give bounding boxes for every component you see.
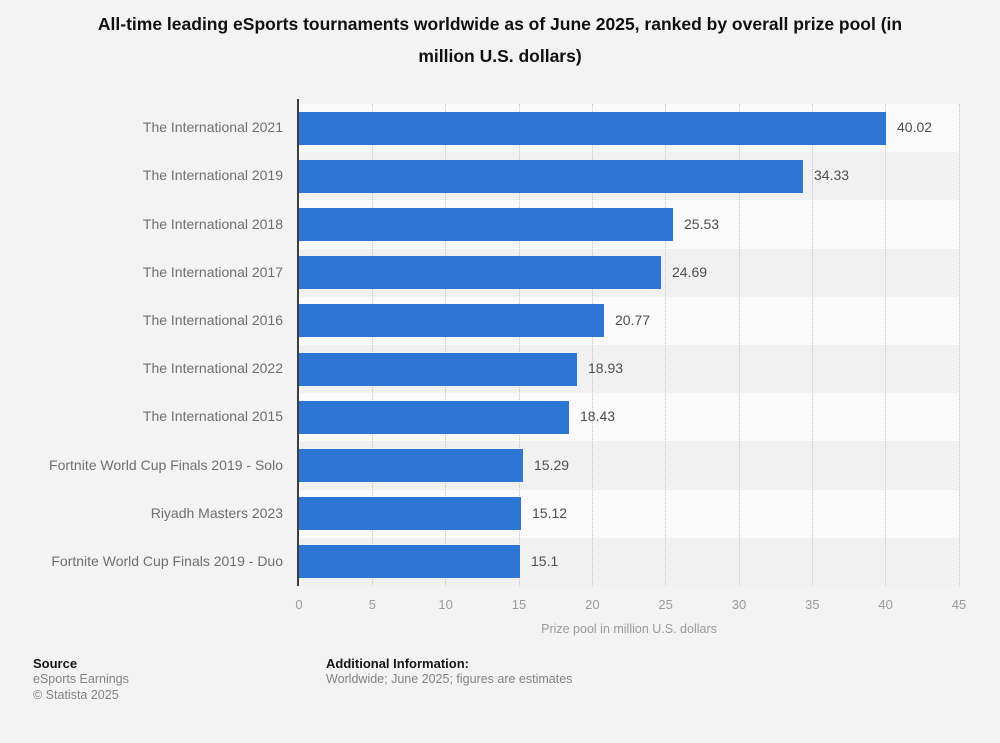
value-label: 15.1: [531, 552, 559, 569]
value-label: 25.53: [684, 215, 720, 232]
gridline: [958, 104, 960, 586]
category-label: The International 2015: [142, 408, 283, 425]
bar: [299, 208, 673, 241]
category-label: Riyadh Masters 2023: [150, 504, 283, 521]
additional-info-heading: Additional Information:: [326, 656, 469, 671]
x-tick-label: 5: [368, 597, 376, 612]
additional-info-block: Additional Information: Worldwide; June …: [326, 656, 572, 688]
category-label: The International 2018: [142, 215, 283, 232]
gridline: [518, 104, 520, 586]
chart-title: All-time leading eSports tournaments wor…: [97, 14, 903, 66]
value-label: 18.93: [588, 360, 624, 377]
bar: [299, 449, 523, 482]
value-label: 40.02: [897, 119, 933, 136]
category-label: The International 2017: [142, 263, 283, 280]
x-tick-label: 20: [585, 597, 600, 612]
bar: [299, 400, 569, 434]
gridline: [811, 104, 813, 586]
gridline: [445, 104, 447, 586]
y-axis-line: [297, 99, 299, 586]
gridline: [591, 104, 593, 586]
category-label: Fortnite World Cup Finals 2019 - Duo: [51, 552, 283, 569]
bar: [299, 111, 886, 145]
bar: [299, 256, 661, 290]
category-label: The International 2019: [142, 167, 283, 184]
x-tick-label: 35: [805, 597, 820, 612]
category-label: The International 2021: [142, 119, 283, 136]
gridline: [738, 104, 740, 586]
bar: [299, 159, 803, 193]
copyright-text: © Statista 2025: [33, 687, 119, 702]
gridline: [371, 104, 373, 586]
x-tick-label: 0: [295, 597, 303, 612]
x-tick-label: 25: [658, 597, 673, 612]
bar: [299, 304, 604, 338]
category-label: Fortnite World Cup Finals 2019 - Solo: [49, 456, 283, 473]
x-axis-title: Prize pool in million U.S. dollars: [541, 622, 717, 636]
bar: [299, 545, 520, 579]
value-label: 34.33: [814, 167, 850, 184]
gridline: [885, 104, 887, 586]
source-block: Source eSports Earnings © Statista 2025: [33, 656, 129, 703]
value-label: 20.77: [615, 311, 651, 328]
x-tick-label: 10: [438, 597, 453, 612]
x-tick-label: 30: [731, 597, 747, 612]
x-tick-label: 15: [511, 597, 527, 612]
category-label: The International 2016: [142, 311, 283, 328]
category-label: The International 2022: [142, 360, 283, 377]
value-label: 18.43: [580, 408, 616, 425]
value-label: 15.12: [532, 504, 568, 521]
source-heading: Source: [33, 656, 78, 671]
bar: [299, 497, 521, 531]
gridline: [665, 104, 667, 586]
value-label: 15.29: [534, 456, 570, 473]
x-tick-label: 45: [951, 597, 967, 612]
value-label: 24.69: [672, 263, 708, 280]
bar: [299, 352, 577, 386]
source-name: eSports Earnings: [33, 672, 129, 686]
additional-info-text: Worldwide; June 2025; figures are estima…: [326, 672, 573, 686]
x-tick-label: 40: [878, 597, 893, 612]
